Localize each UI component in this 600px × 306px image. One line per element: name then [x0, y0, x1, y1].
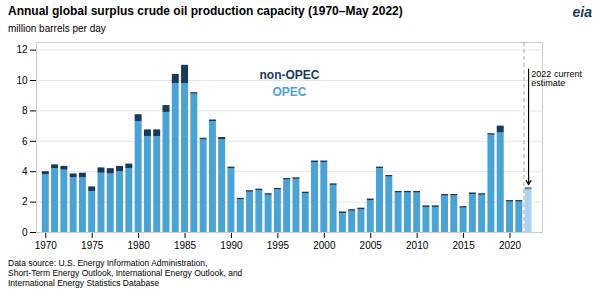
html-text:International Energy Statistic: International Energy Statistics Database	[8, 278, 160, 288]
svg-text:OPEC: OPEC	[272, 85, 306, 99]
html-text:Annual global surplus crude oi: Annual global surplus crude oil producti…	[8, 4, 403, 18]
svg-text:1970: 1970	[35, 240, 58, 251]
svg-text:4: 4	[22, 166, 28, 177]
svg-text:2010: 2010	[406, 240, 429, 251]
svg-text:2: 2	[22, 196, 28, 207]
svg-text:1975: 1975	[81, 240, 104, 251]
html-text:eia: eia	[572, 4, 592, 20]
svg-text:2015: 2015	[452, 240, 475, 251]
svg-text:2020: 2020	[499, 240, 522, 251]
svg-text:8: 8	[22, 105, 28, 116]
svg-text:2022 currentestimate: 2022 currentestimate	[531, 69, 582, 88]
html-text:million barrels per day: million barrels per day	[8, 23, 106, 34]
svg-text:1980: 1980	[128, 240, 151, 251]
svg-text:2000: 2000	[313, 240, 336, 251]
svg-text:6: 6	[22, 136, 28, 147]
svg-text:10: 10	[16, 75, 28, 86]
svg-text:1985: 1985	[174, 240, 197, 251]
svg-text:1995: 1995	[267, 240, 290, 251]
html-text:Short-Term Energy Outlook, Int: Short-Term Energy Outlook, International…	[8, 268, 243, 278]
svg-text:12: 12	[16, 44, 28, 55]
svg-text:2005: 2005	[360, 240, 383, 251]
html-text:Data source: U.S. Energy Infor: Data source: U.S. Energy Information Adm…	[8, 258, 208, 268]
svg-text:0: 0	[22, 227, 28, 238]
svg-text:1990: 1990	[220, 240, 243, 251]
svg-text:non-OPEC: non-OPEC	[260, 68, 320, 82]
